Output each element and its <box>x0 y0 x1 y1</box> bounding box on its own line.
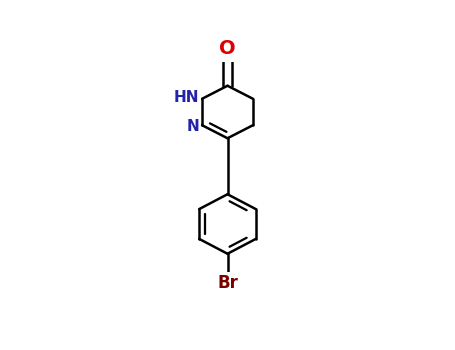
Text: HN: HN <box>174 90 200 105</box>
Text: O: O <box>219 40 236 58</box>
Text: N: N <box>187 119 200 134</box>
Text: Br: Br <box>217 274 238 293</box>
